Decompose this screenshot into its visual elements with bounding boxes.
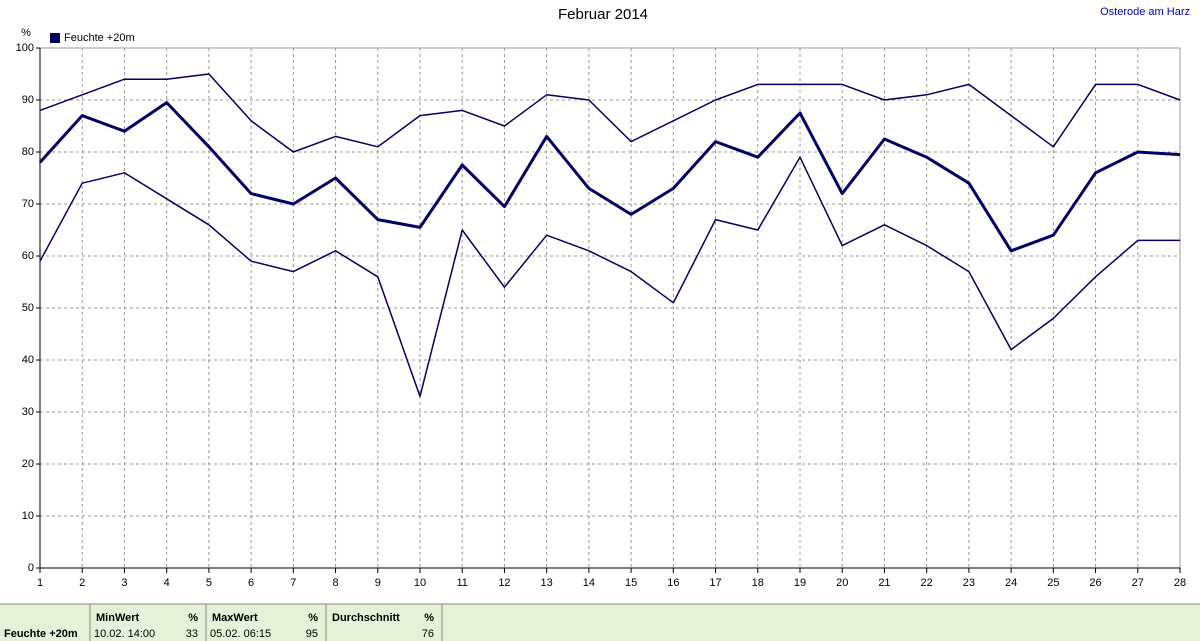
x-tick-label: 27 (1132, 577, 1144, 589)
x-tick-label: 13 (541, 577, 553, 589)
x-tick-label: 15 (625, 577, 637, 589)
y-tick-label: 30 (22, 406, 34, 418)
y-tick-label: 100 (16, 42, 34, 54)
cell-value: 33 (186, 628, 198, 640)
column-unit: % (188, 612, 198, 624)
x-tick-label: 1 (37, 577, 43, 589)
y-unit: % (21, 27, 31, 39)
legend-label: Feuchte +20m (64, 32, 135, 44)
cell-time: 05.02. 06:15 (210, 628, 271, 640)
column-unit: % (424, 612, 434, 624)
series-line (38, 101, 1181, 253)
x-tick-label: 10 (414, 577, 426, 589)
y-tick-label: 60 (22, 250, 34, 262)
x-tick-label: 9 (375, 577, 381, 589)
row-label: Feuchte +20m (4, 628, 78, 640)
x-tick-label: 26 (1089, 577, 1101, 589)
chart-title: Februar 2014 (558, 6, 648, 23)
x-tick-label: 25 (1047, 577, 1059, 589)
x-tick-label: 22 (921, 577, 933, 589)
summary-table: Feuchte +20m (0, 603, 1200, 641)
column-header: Durchschnitt (332, 612, 400, 624)
x-tick-label: 28 (1174, 577, 1186, 589)
x-tick-label: 3 (121, 577, 127, 589)
x-tick-label: 21 (878, 577, 890, 589)
x-tick-label: 5 (206, 577, 212, 589)
y-tick-label: 90 (22, 94, 34, 106)
x-tick-label: 17 (709, 577, 721, 589)
x-tick-label: 8 (332, 577, 338, 589)
y-tick-label: 10 (22, 510, 34, 522)
x-tick-label: 18 (752, 577, 764, 589)
location: Osterode am Harz (1100, 6, 1190, 18)
x-tick-label: 14 (583, 577, 595, 589)
y-tick-label: 80 (22, 146, 34, 158)
cell-value: 95 (306, 628, 318, 640)
y-tick-label: 20 (22, 458, 34, 470)
x-tick-label: 23 (963, 577, 975, 589)
series-line (39, 73, 1181, 153)
x-tick-label: 19 (794, 577, 806, 589)
y-tick-label: 50 (22, 302, 34, 314)
column-unit: % (308, 612, 318, 624)
column-header: MaxWert (212, 612, 258, 624)
x-tick-label: 20 (836, 577, 848, 589)
x-tick-label: 11 (457, 577, 468, 589)
y-tick-label: 70 (22, 198, 34, 210)
x-tick-label: 2 (79, 577, 85, 589)
x-tick-label: 12 (498, 577, 510, 589)
y-tick-label: 0 (28, 562, 34, 574)
series-line (39, 156, 1180, 398)
y-tick-label: 40 (22, 354, 34, 366)
x-tick-label: 4 (164, 577, 170, 589)
x-tick-label: 6 (248, 577, 254, 589)
legend-swatch (50, 33, 60, 43)
x-tick-label: 16 (667, 577, 679, 589)
column-header: MinWert (96, 612, 140, 624)
x-tick-label: 24 (1005, 577, 1017, 589)
table-bg (0, 604, 1200, 641)
cell-value: 76 (422, 628, 434, 640)
x-tick-label: 7 (290, 577, 296, 589)
cell-time: 10.02. 14:00 (94, 628, 155, 640)
